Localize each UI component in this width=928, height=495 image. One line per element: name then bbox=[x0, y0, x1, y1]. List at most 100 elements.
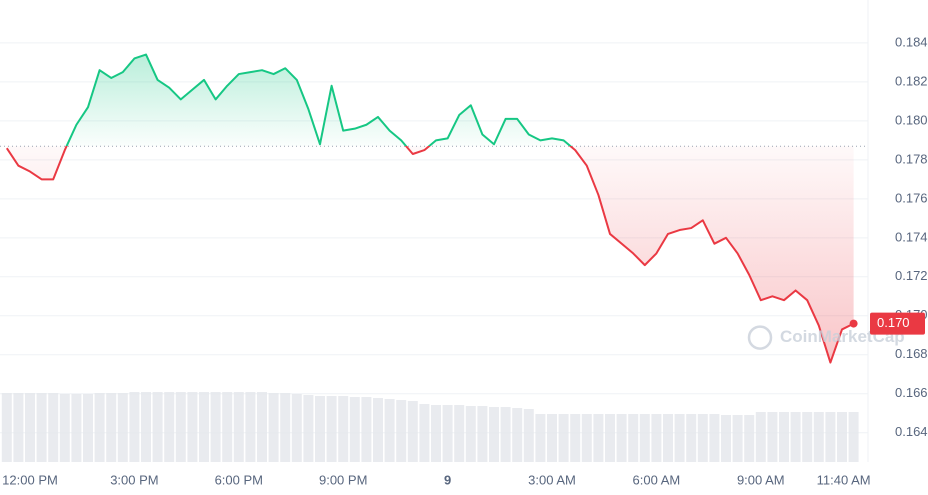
volume-bar bbox=[117, 393, 128, 462]
volume-bar bbox=[465, 406, 476, 462]
x-tick-label: 12:00 PM bbox=[2, 472, 58, 487]
volume-bar bbox=[605, 414, 615, 462]
x-tick-label: 3:00 AM bbox=[528, 472, 576, 487]
volume-bar bbox=[779, 412, 789, 462]
volume-bar bbox=[233, 392, 244, 462]
x-tick-label: 3:00 PM bbox=[110, 472, 158, 487]
volume-bar bbox=[837, 412, 847, 462]
volume-bar bbox=[442, 405, 453, 462]
volume-bar bbox=[802, 412, 813, 462]
volume-bar bbox=[755, 412, 766, 462]
volume-bar bbox=[790, 412, 801, 462]
volume-bar bbox=[268, 393, 279, 462]
x-tick-label: 9:00 AM bbox=[737, 472, 785, 487]
watermark-logo bbox=[747, 325, 773, 350]
volume-bar bbox=[338, 396, 349, 462]
volume-bar bbox=[616, 414, 627, 462]
volume-bar bbox=[245, 392, 256, 462]
volume-bar bbox=[361, 397, 372, 462]
volume-bar bbox=[454, 405, 465, 462]
volume-bar bbox=[257, 392, 267, 462]
x-tick-label: 6:00 AM bbox=[633, 472, 681, 487]
volume-bar bbox=[431, 405, 441, 462]
volume-bar bbox=[291, 394, 302, 462]
volume-bar bbox=[1, 393, 12, 462]
volume-bar bbox=[48, 393, 59, 462]
volume-bar bbox=[280, 393, 291, 462]
volume-bar bbox=[721, 415, 731, 462]
volume-bar bbox=[581, 414, 592, 462]
y-tick-label: 0.172 bbox=[895, 268, 928, 283]
volume-bar bbox=[384, 399, 395, 462]
volume-bar bbox=[36, 393, 47, 462]
y-tick-label: 0.176 bbox=[895, 190, 928, 205]
volume-bar bbox=[152, 392, 163, 462]
volume-bar bbox=[373, 398, 383, 462]
y-tick-label: 0.168 bbox=[895, 346, 928, 361]
volume-bar bbox=[489, 407, 499, 462]
price-badge-label: 0.170 bbox=[877, 315, 910, 330]
volume-bar bbox=[199, 392, 209, 462]
x-tick-label: 6:00 PM bbox=[215, 472, 263, 487]
volume-bar bbox=[500, 407, 511, 462]
volume-bar bbox=[222, 392, 233, 462]
volume-bar bbox=[512, 408, 523, 462]
volume-bar bbox=[141, 392, 151, 462]
price-line bbox=[5, 53, 855, 364]
volume-bar bbox=[349, 397, 360, 462]
volume-bar bbox=[315, 396, 325, 462]
volume-bar bbox=[59, 394, 70, 462]
volume-bar bbox=[593, 414, 604, 462]
volume-bar bbox=[709, 414, 720, 462]
volume-bar bbox=[25, 393, 35, 462]
volume-bar bbox=[674, 414, 685, 462]
volume-bar bbox=[558, 414, 569, 462]
volume-bar bbox=[210, 392, 221, 462]
volume-bar bbox=[326, 396, 337, 462]
y-tick-label: 0.164 bbox=[895, 424, 928, 439]
volume-bar bbox=[628, 414, 639, 462]
volume-bar bbox=[663, 414, 673, 462]
volume-bar bbox=[767, 412, 778, 462]
volume-bar bbox=[106, 393, 117, 462]
volume-bar bbox=[83, 394, 93, 462]
x-tick-label: 11:40 AM bbox=[817, 472, 871, 487]
y-tick-label: 0.174 bbox=[895, 229, 928, 244]
volume-bar bbox=[570, 414, 581, 462]
y-tick-label: 0.184 bbox=[895, 34, 928, 49]
volume-bar bbox=[813, 412, 824, 462]
last-point bbox=[849, 319, 858, 328]
x-tick-label: 9:00 PM bbox=[319, 472, 367, 487]
volume-bar bbox=[187, 392, 198, 462]
volume-bar bbox=[407, 401, 418, 462]
volume-bar bbox=[651, 414, 662, 462]
volume-bar bbox=[535, 414, 546, 462]
x-tick-label: 9 bbox=[444, 472, 451, 487]
volume-bar bbox=[744, 415, 755, 462]
y-tick-label: 0.166 bbox=[895, 385, 928, 400]
volume-bar bbox=[639, 414, 650, 462]
volume-bar bbox=[547, 414, 557, 462]
volume-bar bbox=[732, 415, 743, 462]
volume-bar bbox=[164, 392, 175, 462]
y-tick-label: 0.180 bbox=[895, 112, 928, 127]
volume-bar bbox=[396, 400, 407, 462]
volume-bar bbox=[523, 409, 534, 462]
volume-bar bbox=[825, 412, 836, 462]
y-tick-label: 0.178 bbox=[895, 151, 928, 166]
volume-bar bbox=[686, 414, 697, 462]
volume-bar bbox=[697, 414, 708, 462]
volume-bar bbox=[71, 394, 82, 462]
volume-bar bbox=[303, 395, 314, 462]
volume-bar bbox=[129, 392, 140, 462]
area-fill bbox=[6, 54, 854, 363]
y-tick-label: 0.182 bbox=[895, 73, 928, 88]
volume-bar bbox=[94, 393, 105, 462]
volume-bar bbox=[477, 406, 488, 462]
volume-bar bbox=[13, 393, 24, 462]
volume-bar bbox=[848, 412, 859, 462]
price-badge bbox=[870, 312, 925, 335]
volume-bar bbox=[419, 404, 430, 462]
volume-bar bbox=[175, 392, 186, 462]
